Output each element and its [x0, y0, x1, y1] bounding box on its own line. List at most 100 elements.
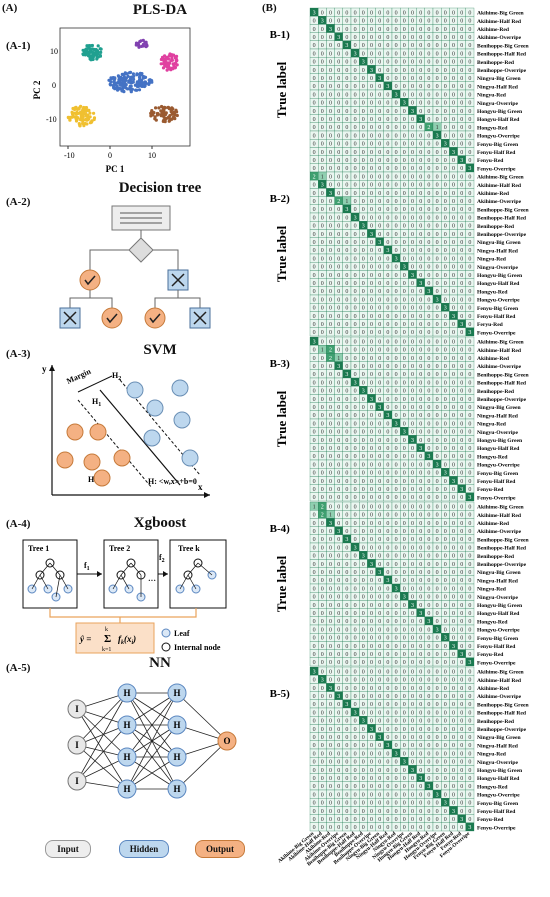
cm-cell-value: 0	[345, 686, 348, 692]
cm-cell-value: 0	[468, 521, 471, 527]
scatter-point	[78, 124, 82, 128]
cm-cell-value: 0	[345, 504, 348, 510]
cm-cell-value: 0	[345, 562, 348, 568]
cm-cell-value: 0	[411, 199, 414, 205]
cm-cell-value: 0	[378, 27, 381, 33]
cm-cell-value: 0	[419, 207, 422, 213]
cm-cell-value: 0	[386, 133, 389, 139]
cm-cell-value: 0	[395, 562, 398, 568]
cm-cell-value: 0	[370, 273, 373, 279]
cm-cell-value: 0	[354, 199, 357, 205]
cm-cell-value: 0	[411, 578, 414, 584]
scatter-point	[85, 44, 89, 48]
cm-cell-value: 0	[427, 495, 430, 501]
cm-cell-value: 3	[329, 521, 332, 527]
cm-cell-value: 0	[386, 768, 389, 774]
cm-cell-value: 0	[313, 281, 316, 287]
cm-cell-value: 3	[452, 479, 455, 485]
cm-cell-value: 0	[403, 562, 406, 568]
cm-cell-value: 0	[337, 27, 340, 33]
cm-cell-value: 0	[419, 430, 422, 436]
cm-cell-value: 0	[329, 142, 332, 148]
cm-cell-value: 0	[345, 595, 348, 601]
cm-cell-value: 0	[378, 314, 381, 320]
cm-cell-value: 0	[468, 652, 471, 658]
cm-cell-value: 0	[411, 570, 414, 576]
cm-cell-value: 0	[370, 372, 373, 378]
cm-cell-value: 0	[313, 454, 316, 460]
scatter-point	[74, 115, 79, 120]
cm-cell-value: 0	[370, 265, 373, 271]
cm-cell-value: 0	[468, 265, 471, 271]
cm-cell-value: 0	[329, 792, 332, 798]
cm-row-label: Ningyu-Overripe	[477, 760, 519, 766]
cm-cell-value: 0	[354, 109, 357, 115]
cm-cell-value: 0	[354, 421, 357, 427]
cm-cell-value: 0	[444, 356, 447, 362]
cm-row-label: Hongyu-Big Green	[477, 273, 523, 279]
cm-cell-value: 0	[378, 68, 381, 74]
cm-cell-value: 0	[411, 35, 414, 41]
cm-cell-value: 0	[436, 719, 439, 725]
cm-cell-value: 3	[321, 678, 324, 684]
cm-cell-value: 0	[337, 314, 340, 320]
scatter-point	[175, 58, 179, 62]
cm-cell-value: 0	[427, 438, 430, 444]
cm-cell-value: 0	[386, 513, 389, 519]
cm-row-label: Hongyu-Overripe	[477, 298, 520, 304]
cm-cell-value: 0	[313, 133, 316, 139]
cm-cell-value: 0	[452, 240, 455, 246]
cm-cell-value: 0	[436, 389, 439, 395]
cm-cell-value: 0	[370, 768, 373, 774]
scatter-point	[90, 50, 94, 54]
cm-cell-value: 0	[378, 495, 381, 501]
cm-cell-value: 0	[436, 281, 439, 287]
cm-cell-value: 0	[337, 10, 340, 16]
nn-node	[67, 735, 87, 755]
cm-cell-value: 0	[468, 595, 471, 601]
cm-cell-value: 0	[468, 430, 471, 436]
cm-cell-value: 0	[370, 603, 373, 609]
cm-cell-value: 0	[329, 133, 332, 139]
cm-cell-value: 0	[337, 389, 340, 395]
cm-cell-value: 0	[362, 51, 365, 57]
cm-cell-value: 0	[321, 405, 324, 411]
scatter-point	[129, 75, 133, 79]
cm-cell-value: 0	[444, 521, 447, 527]
cm-cell-value: 0	[354, 339, 357, 345]
scatter-point	[166, 106, 170, 110]
cm-cell-value: 0	[378, 256, 381, 262]
cm-cell-value: 0	[321, 471, 324, 477]
cm-cell-value: 0	[370, 330, 373, 336]
cm-cell-value: 0	[436, 76, 439, 82]
cm-cell-value: 0	[403, 735, 406, 741]
cm-cell-value: 3	[411, 273, 414, 279]
cm-cell-value: 0	[419, 817, 422, 823]
cm-cell-value: 3	[337, 364, 340, 370]
cm-cell-value: 0	[321, 117, 324, 123]
cm-cell-value: 0	[395, 109, 398, 115]
scatter-point	[66, 115, 70, 119]
cm-cell-value: 0	[354, 702, 357, 708]
scatter-point	[92, 117, 96, 122]
cm-cell-value: 0	[378, 521, 381, 527]
cm-cell-value: 0	[395, 462, 398, 468]
cm-cell-value: 0	[411, 60, 414, 66]
cm-cell-value: 0	[354, 586, 357, 592]
cm-cell-value: 0	[419, 719, 422, 725]
cm-cell-value: 0	[403, 611, 406, 617]
cm-cell-value: 0	[427, 792, 430, 798]
cm-cell-value: 0	[329, 421, 332, 427]
cm-cell-value: 0	[345, 768, 348, 774]
cm-cell-value: 0	[452, 446, 455, 452]
cm-cell-value: 0	[378, 413, 381, 419]
cm-cell-value: 0	[444, 109, 447, 115]
scatter-point	[137, 88, 142, 92]
scatter-point	[135, 81, 139, 85]
cm-row-label: Benihoppe-Overripe	[477, 232, 527, 238]
cm-cell-value: 0	[395, 289, 398, 295]
cm-cell-value: 0	[419, 487, 422, 493]
cm-cell-value: 0	[427, 413, 430, 419]
cm-cell-value: 0	[427, 256, 430, 262]
cm-cell-value: 0	[419, 166, 422, 172]
